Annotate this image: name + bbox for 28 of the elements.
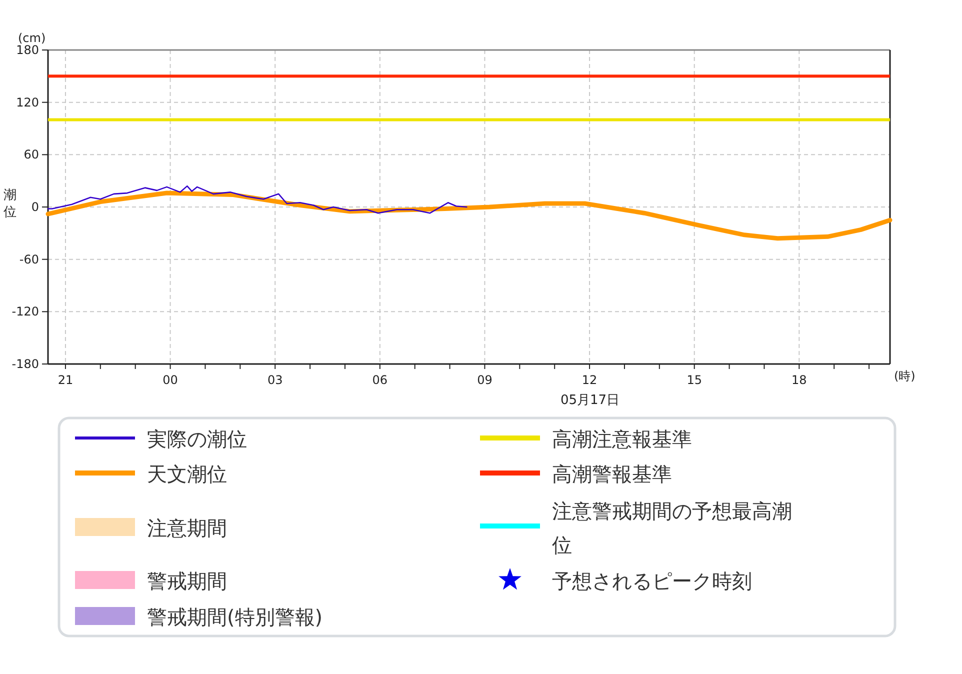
- y-tick-label: 180: [16, 43, 39, 57]
- legend-label: 予想されるピーク時刻: [552, 569, 752, 593]
- legend-label: 高潮注意報基準: [552, 427, 692, 451]
- x-tick-label: 09: [477, 373, 492, 387]
- x-tick-label: 12: [582, 373, 598, 387]
- text: 05月17日: [560, 393, 620, 408]
- legend-label: 警戒期間(特別警報): [147, 605, 323, 629]
- y-tick-label: -120: [12, 304, 39, 319]
- legend-label: 高潮警報基準: [552, 462, 672, 486]
- x-tick-label: 15: [686, 373, 702, 387]
- x-axis-title: (時): [894, 369, 916, 383]
- x-tick-label: 03: [267, 373, 283, 387]
- x-tick-label: 21: [58, 373, 74, 387]
- y-tick-label: 120: [16, 95, 39, 110]
- text: (cm): [18, 31, 46, 45]
- x-tick-label: 06: [372, 373, 388, 387]
- legend-label: 注意警戒期間の予想最高潮位: [552, 499, 792, 557]
- legend-label: 警戒期間: [147, 569, 227, 593]
- y-tick-label: -60: [19, 252, 39, 266]
- legend-label: 注意期間: [147, 516, 227, 540]
- y-tick-label: -180: [12, 357, 39, 371]
- legend-label: 天文潮位: [147, 462, 227, 486]
- x-tick-label: 18: [792, 373, 807, 387]
- y-tick-label: 60: [24, 148, 39, 162]
- y-axis-title: 潮位: [4, 188, 16, 220]
- x-tick-label: 00: [162, 373, 178, 387]
- legend-label: 実際の潮位: [147, 427, 247, 451]
- y-tick-label: 0: [31, 200, 39, 214]
